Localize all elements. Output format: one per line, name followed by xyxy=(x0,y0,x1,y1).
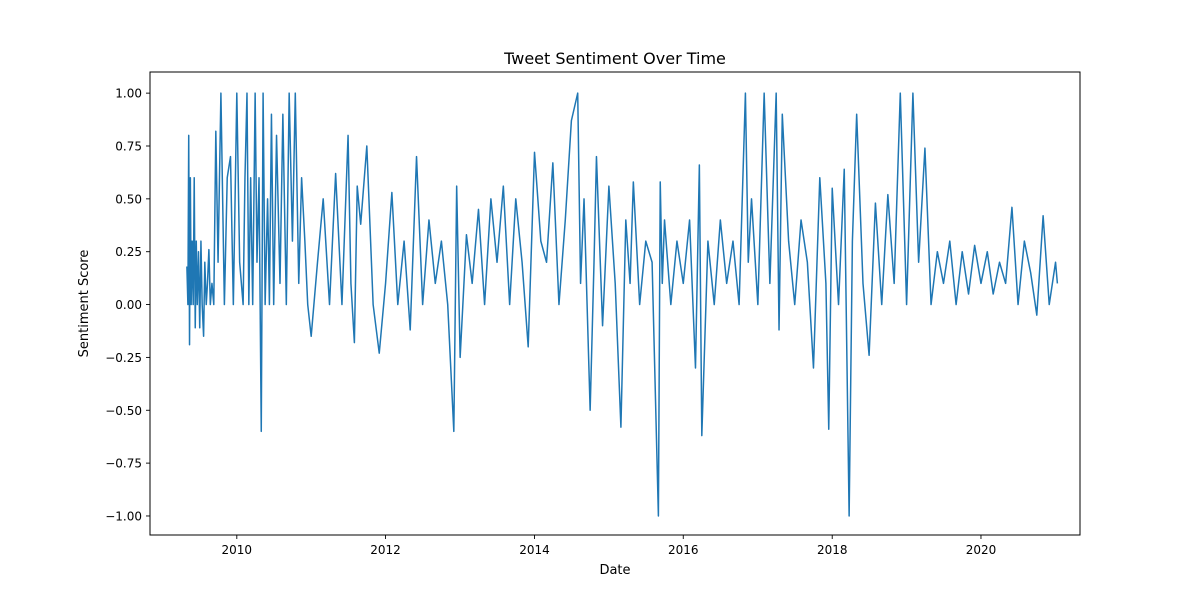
x-tick-label: 2010 xyxy=(222,543,253,557)
y-tick-label: 1.00 xyxy=(115,87,142,101)
x-tick-label: 2018 xyxy=(817,543,848,557)
y-tick-label: 0.50 xyxy=(115,192,142,206)
y-axis-label: Sentiment Score xyxy=(77,250,92,358)
x-tick-label: 2020 xyxy=(966,543,997,557)
plot-frame xyxy=(149,71,1081,536)
x-tick-label: 2014 xyxy=(519,543,550,557)
series-layer xyxy=(186,92,1059,517)
x-axis: 2010 2012 2014 2016 2018 2020 xyxy=(222,535,997,557)
x-axis-label: Date xyxy=(599,563,630,578)
y-tick-label: −0.25 xyxy=(105,351,142,365)
chart-title: Tweet Sentiment Over Time xyxy=(503,49,726,68)
y-axis: 1.00 0.75 0.50 0.25 0.00 −0.25 −0.50 −0.75 −1.00 xyxy=(105,87,150,523)
series-line-0 xyxy=(186,92,1059,517)
y-tick-label: 0.25 xyxy=(115,245,142,259)
y-tick-label: −0.75 xyxy=(105,457,142,471)
y-tick-label: 0.75 xyxy=(115,139,142,153)
y-tick-label: −0.50 xyxy=(105,404,142,418)
x-tick-label: 2012 xyxy=(370,543,401,557)
y-tick-label: −1.00 xyxy=(105,509,142,523)
y-tick-label: 0.00 xyxy=(115,298,142,312)
x-tick-label: 2016 xyxy=(668,543,699,557)
